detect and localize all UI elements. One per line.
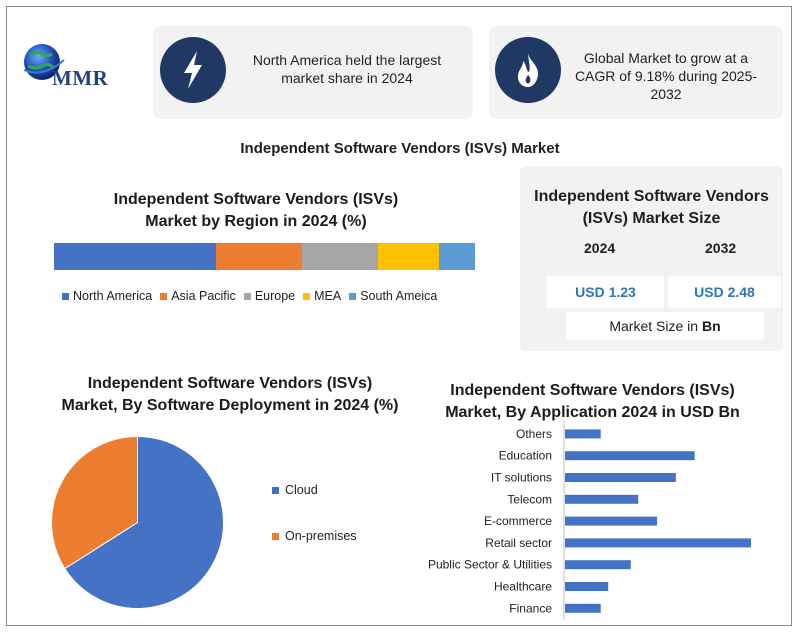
caption-unit: Bn xyxy=(701,318,721,334)
region-bar-segment-south-ameica xyxy=(439,243,475,270)
category-label-others: Others xyxy=(516,427,552,441)
legend-label: South Ameica xyxy=(360,289,438,303)
region-legend-item-europe: Europe xyxy=(243,289,296,303)
legend-label: MEA xyxy=(314,289,342,303)
region-legend-item-asia-pacific: Asia Pacific xyxy=(160,289,236,303)
lightning-bolt-icon xyxy=(160,37,226,103)
legend-swatch-on-premises xyxy=(272,532,279,540)
bar-healthcare xyxy=(565,582,609,591)
bar-telecom xyxy=(565,494,639,504)
legend-label: Asia Pacific xyxy=(171,289,236,303)
legend-label: Europe xyxy=(254,289,296,303)
pie-slice-on-premises xyxy=(51,435,138,570)
application-chart-title: Independent Software Vendors (ISVs) Mark… xyxy=(445,382,740,421)
pie-legend-on-premises: On-premises xyxy=(272,529,357,543)
deployment-chart-title: Independent Software Vendors (ISVs) Mark… xyxy=(61,375,399,414)
category-label-telecom: Telecom xyxy=(507,492,552,506)
region-bar-segment-north-america xyxy=(54,243,217,270)
bar-retail-sector xyxy=(565,538,751,548)
category-label-it-solutions: IT solutions xyxy=(491,471,552,485)
pie-legend-cloud: Cloud xyxy=(272,483,318,497)
region-legend-item-south-ameica: South Ameica xyxy=(349,289,437,303)
category-label-e-commerce: E-commerce xyxy=(484,514,552,528)
caption-prefix: Market Size in xyxy=(609,318,702,334)
main-title: Independent Software Vendors (ISVs) Mark… xyxy=(240,140,560,157)
category-label-finance: Finance xyxy=(509,601,552,615)
legend-label-cloud: Cloud xyxy=(285,483,318,497)
card-text-north-america: North America held the largest market sh… xyxy=(252,52,442,86)
region-legend: North America Asia Pacific Europe MEA South … xyxy=(62,289,437,303)
application-bar-chart: Others Education IT solutions Telecom E-comm… xyxy=(428,420,751,620)
region-bar-segment-europe xyxy=(302,243,379,270)
deployment-pie-chart xyxy=(51,435,224,609)
category-label-education: Education xyxy=(499,449,552,463)
region-chart-title: Independent Software Vendors (ISVs) Mark… xyxy=(113,191,399,230)
legend-label: North America xyxy=(73,289,153,303)
region-bar-segment-mea xyxy=(378,243,440,270)
bar-others xyxy=(565,429,601,439)
legend-swatch xyxy=(349,292,357,300)
legend-swatch xyxy=(243,292,251,300)
legend-swatch xyxy=(303,292,311,300)
category-label-retail-sector: Retail sector xyxy=(485,536,552,550)
infographic-frame xyxy=(6,6,792,626)
card-text-cagr: Global Market to grow at a CAGR of 9.18%… xyxy=(574,50,758,102)
region-stacked-bar xyxy=(54,243,475,270)
bar-public-sector-utilities xyxy=(565,560,631,570)
mmr-logo xyxy=(23,44,65,80)
legend-label-on-premises: On-premises xyxy=(285,529,357,543)
value-2024: USD 1.23 xyxy=(547,276,664,308)
bar-finance xyxy=(565,603,601,613)
logo-text: MMR xyxy=(52,66,109,90)
bar-e-commerce xyxy=(565,516,658,526)
value-2032: USD 2.48 xyxy=(668,276,781,308)
pie-slice-cloud xyxy=(64,435,224,609)
year-2024: 2024 xyxy=(584,240,616,256)
year-2032: 2032 xyxy=(705,240,737,256)
category-label-healthcare: Healthcare xyxy=(494,580,552,594)
legend-swatch xyxy=(160,292,168,300)
flame-icon xyxy=(495,37,561,103)
legend-swatch xyxy=(62,292,69,300)
category-label-public-sector-utilities: Public Sector & Utilities xyxy=(428,558,552,572)
region-legend-item-mea: MEA xyxy=(303,289,341,303)
region-legend-item-north-america: North America xyxy=(62,289,152,303)
bar-it-solutions xyxy=(565,473,676,482)
legend-swatch-cloud xyxy=(272,486,279,494)
bar-education xyxy=(565,451,695,461)
market-size-caption: Market Size in Bn xyxy=(566,312,764,340)
market-size-title: Independent Software Vendors (ISVs) Mark… xyxy=(534,188,769,227)
region-bar-segment-asia-pacific xyxy=(216,243,303,270)
